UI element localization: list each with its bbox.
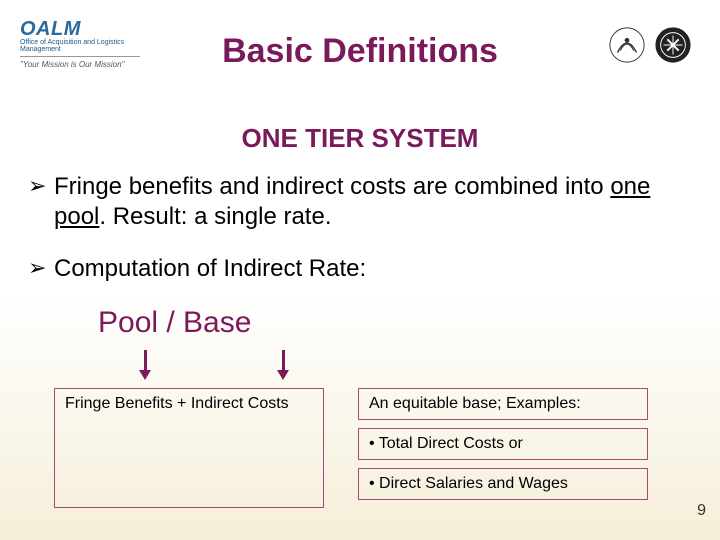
pool-definition-box: Fringe Benefits + Indirect Costs [54,388,324,508]
definition-boxes: Fringe Benefits + Indirect Costs An equi… [28,388,692,508]
agency-seals [608,26,692,64]
base-line-3: • Direct Salaries and Wages [358,468,648,500]
bullet-2: Computation of Indirect Rate: [28,254,692,284]
arrows-container [28,350,692,388]
page-number: 9 [697,502,706,520]
bullet-1-text-pre: Fringe benefits and indirect costs are c… [54,173,610,200]
base-line-1: An equitable base; Examples: [358,388,648,420]
base-line-2: • Total Direct Costs or [358,428,648,460]
arrow-pool-icon [142,350,148,380]
slide-content: Fringe benefits and indirect costs are c… [0,154,720,508]
nih-seal-icon [654,26,692,64]
base-definition-box: An equitable base; Examples: • Total Dir… [358,388,648,508]
slide-subtitle: ONE TIER SYSTEM [0,123,720,154]
bullet-1-text-post: . Result: a single rate. [99,203,331,230]
hhs-seal-icon [608,26,646,64]
bullet-1: Fringe benefits and indirect costs are c… [28,172,692,232]
slide-header: OALM Office of Acquisition and Logistics… [0,0,720,69]
arrow-base-icon [280,350,286,380]
formula-text: Pool / Base [98,306,692,340]
